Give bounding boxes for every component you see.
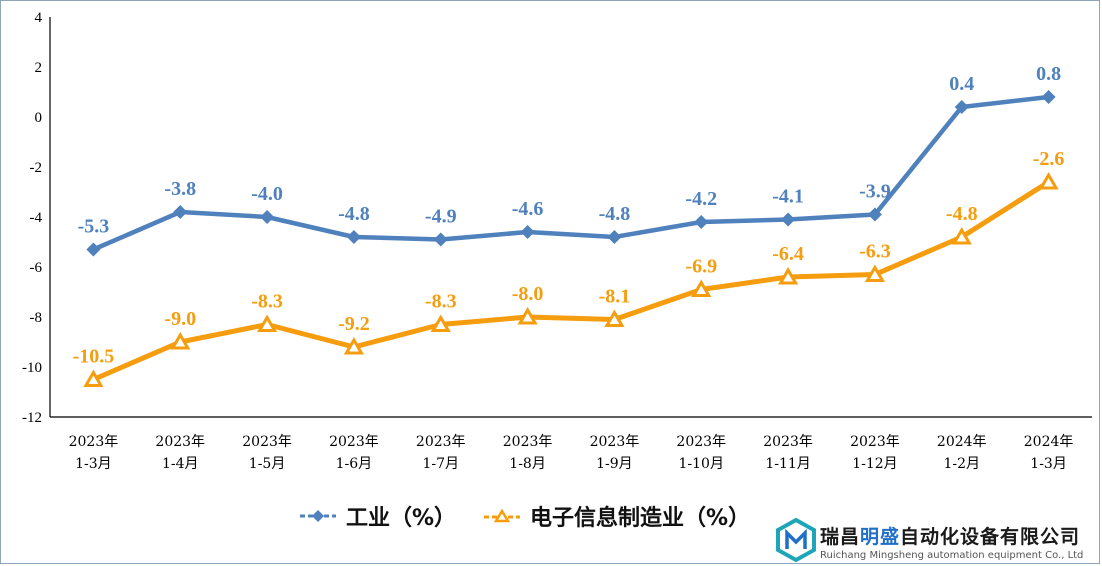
y-tick-label: 0 <box>35 110 43 126</box>
data-label: -8.3 <box>425 291 457 313</box>
data-label: -4.1 <box>772 186 804 208</box>
company-watermark: 瑞昌明盛自动化设备有限公司 Ruichang Mingsheng automat… <box>770 516 1100 564</box>
x-tick-label: 2023年 1-8月 <box>503 434 553 472</box>
data-label: -4.2 <box>685 188 717 210</box>
legend-item-electronics: 电子信息制造业（%） <box>484 500 750 532</box>
data-point <box>430 314 451 332</box>
x-tick-label: 2023年 1-5月 <box>242 434 292 472</box>
data-label: -9.0 <box>164 308 196 330</box>
data-point <box>691 279 712 297</box>
data-point <box>343 336 365 355</box>
data-point <box>1041 90 1056 104</box>
data-point <box>777 266 799 285</box>
data-point <box>604 309 625 327</box>
y-tick-label: -2 <box>30 160 43 176</box>
data-point <box>256 314 278 332</box>
x-tick-label: 2023年 1-9月 <box>590 434 640 472</box>
data-label: -6.3 <box>859 241 891 263</box>
data-point <box>86 242 101 257</box>
y-tick-labels: 4 2 0 -2 -4 -6 -8 -10 -12 <box>22 10 43 426</box>
data-point <box>173 205 188 219</box>
company-name: 瑞昌明盛自动化设备有限公司 <box>820 526 1081 548</box>
legend-item-industry: 工业（%） <box>300 500 456 532</box>
x-tick-label: 2023年 1-4月 <box>155 434 205 472</box>
data-label: -4.8 <box>946 203 978 225</box>
y-tick-label: 4 <box>35 10 43 26</box>
data-label: -8.0 <box>512 283 544 305</box>
series-lines <box>92 94 1050 382</box>
legend-triangle-icon <box>484 508 521 523</box>
data-point <box>694 215 709 229</box>
company-logo-icon <box>776 518 816 562</box>
y-tick-label: 2 <box>35 60 43 76</box>
x-tick-label: 2023年 1-6月 <box>329 434 379 472</box>
data-label: -4.0 <box>251 183 283 205</box>
data-label: 0.8 <box>1036 63 1061 85</box>
y-tick-label: -10 <box>22 360 42 376</box>
x-tick-label: 2023年 1-7月 <box>416 434 466 472</box>
data-point <box>520 225 535 239</box>
series-markers <box>83 90 1059 387</box>
x-tick-labels: 2023年 1-3月 2023年 1-4月 2023年 1-5月 2023年 1-6月 2023… <box>69 434 1074 472</box>
data-point <box>864 264 886 282</box>
data-point <box>170 331 191 350</box>
x-tick-label: 2023年 1-11月 <box>763 434 813 472</box>
data-point <box>781 212 796 227</box>
y-tick-label: -8 <box>30 310 43 326</box>
data-point <box>607 230 622 244</box>
x-tick-label: 2023年 1-12月 <box>850 434 900 472</box>
data-label: -2.6 <box>1033 148 1065 170</box>
legend-label-electronics: 电子信息制造业（%） <box>530 506 751 531</box>
data-label: -9.2 <box>338 313 370 335</box>
series-line-1 <box>92 179 1050 382</box>
data-label: -3.8 <box>164 178 196 200</box>
x-tick-label: 2024年 1-3月 <box>1024 434 1074 472</box>
data-point <box>867 207 882 222</box>
data-label: -8.1 <box>599 286 631 308</box>
data-label: -3.9 <box>859 181 891 203</box>
x-tick-label: 2024年 1-2月 <box>937 434 987 472</box>
company-name-english: Ruichang Mingsheng automation equipment … <box>820 550 1084 561</box>
legend-label-industry: 工业（%） <box>346 506 457 531</box>
series-line-0 <box>92 94 1049 252</box>
data-point <box>83 369 104 387</box>
data-point <box>1038 171 1059 190</box>
y-tick-label: -6 <box>30 260 43 276</box>
data-point <box>433 232 448 247</box>
data-label: -5.3 <box>78 216 110 238</box>
data-label: -4.9 <box>425 206 457 228</box>
data-point <box>951 226 972 245</box>
data-label: -6.9 <box>685 256 717 278</box>
data-point <box>517 306 538 325</box>
data-label: 0.4 <box>949 73 974 95</box>
data-label: -4.8 <box>338 203 370 225</box>
legend: 工业（%） 电子信息制造业（%） <box>300 498 750 534</box>
data-label: -10.5 <box>73 346 115 368</box>
axes <box>49 17 1092 418</box>
data-labels: -5.3 -3.8 -4.0 -4.8 -4.9 -4.6 -4.8 -4.2 -4.1 -3.9… <box>73 63 1065 368</box>
x-tick-label: 2023年 1-10月 <box>676 434 726 472</box>
data-point <box>346 230 361 244</box>
y-tick-label: -4 <box>30 210 43 226</box>
y-tick-label: -12 <box>22 410 42 426</box>
data-point <box>260 210 275 224</box>
data-label: -4.8 <box>599 203 631 225</box>
x-tick-label: 2023年 1-3月 <box>69 434 119 472</box>
data-label: -4.6 <box>512 198 544 220</box>
data-label: -6.4 <box>772 243 804 265</box>
data-label: -8.3 <box>251 291 283 313</box>
data-point <box>954 100 969 114</box>
legend-diamond-icon <box>300 510 336 522</box>
